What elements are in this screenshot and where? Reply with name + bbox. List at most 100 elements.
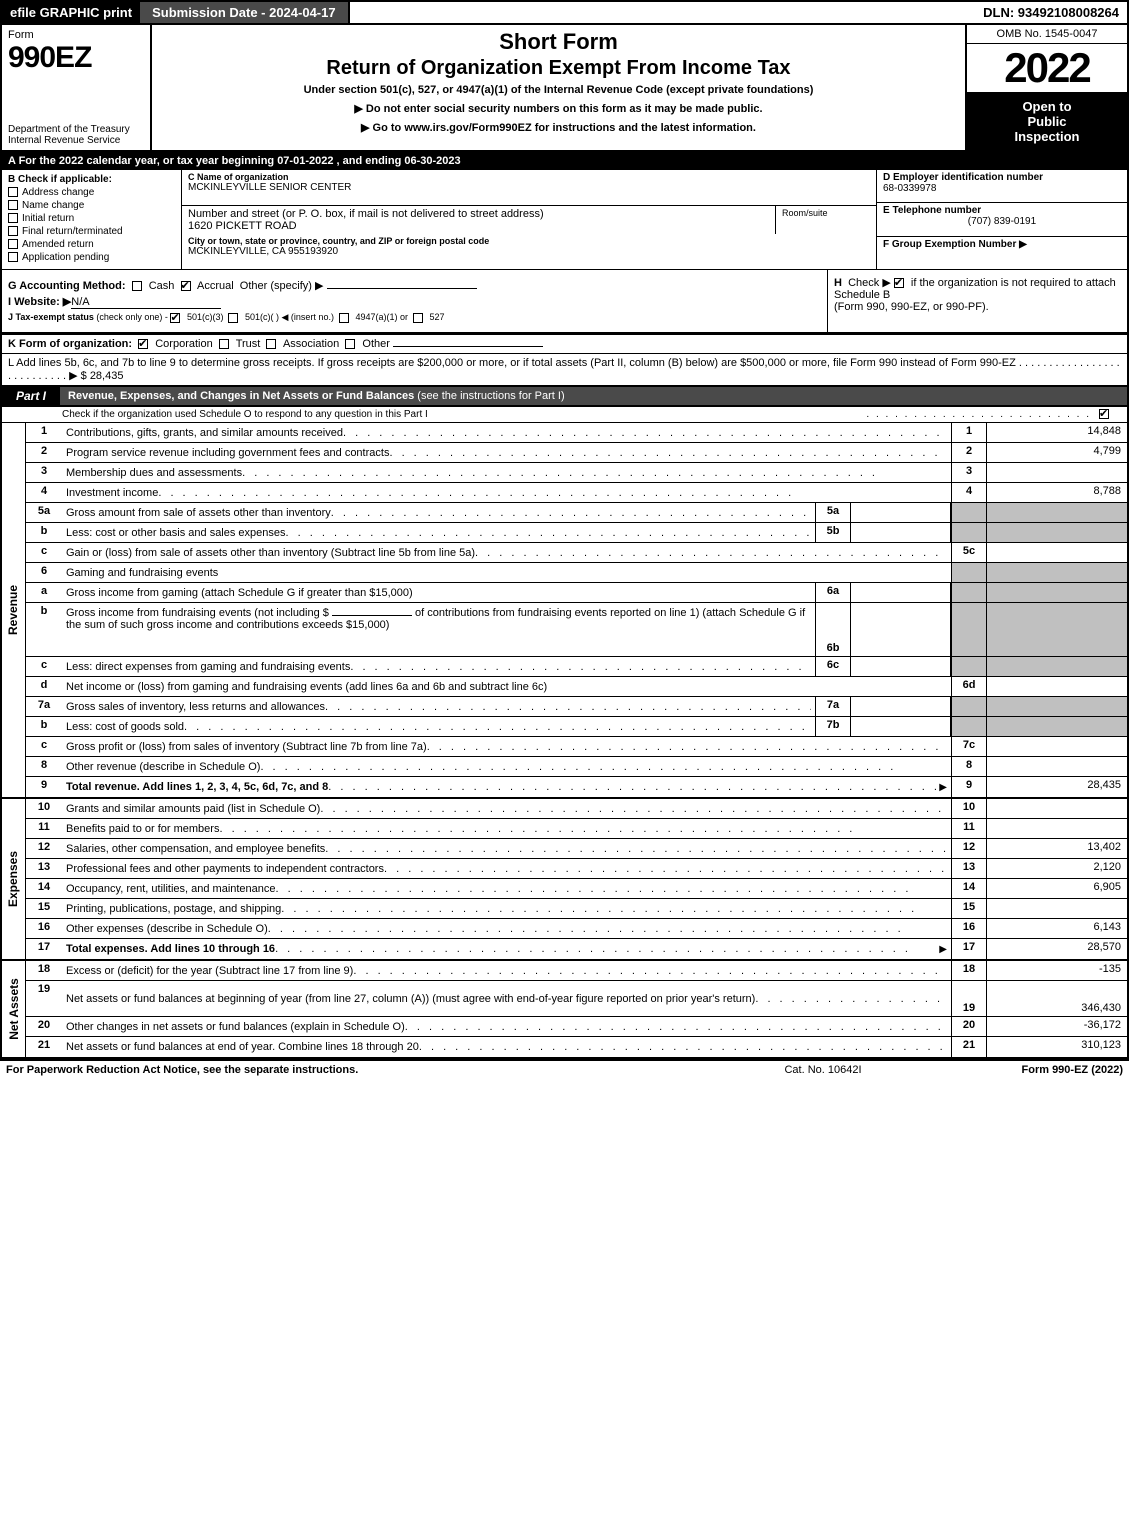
k-other-input[interactable]	[393, 346, 543, 347]
rnum: 4	[951, 483, 987, 502]
rval	[987, 463, 1127, 482]
checkbox-icon[interactable]	[266, 339, 276, 349]
d-row: D Employer identification number 68-0339…	[877, 170, 1127, 203]
i-line: I Website: ▶N/A	[8, 295, 821, 309]
header: Form 990EZ Department of the Treasury In…	[2, 25, 1127, 152]
b-header: B Check if applicable:	[8, 174, 175, 185]
footer-center: Cat. No. 10642I	[723, 1064, 923, 1076]
line-4: 4 Investment income 4 8,788	[26, 483, 1127, 503]
c-city-row: City or town, state or province, country…	[182, 234, 876, 269]
rnum: 21	[951, 1037, 987, 1057]
checkbox-icon	[8, 226, 18, 236]
k-line: K Form of organization: Corporation Trus…	[2, 333, 1127, 354]
rnum: 11	[951, 819, 987, 838]
checkbox-icon[interactable]	[894, 278, 904, 288]
rval: -135	[987, 961, 1127, 980]
footer-right-form: 990-EZ	[1052, 1064, 1088, 1076]
checkbox-icon[interactable]	[339, 313, 349, 323]
rnum: 19	[951, 981, 987, 1016]
rval	[987, 799, 1127, 818]
snum: 7a	[815, 697, 851, 716]
checkbox-icon[interactable]	[132, 281, 142, 291]
line-21: 21 Net assets or fund balances at end of…	[26, 1037, 1127, 1057]
dots	[350, 661, 811, 673]
cb-final-return[interactable]: Final return/terminated	[8, 226, 175, 237]
dots	[419, 1041, 947, 1053]
desc: Gain or (loss) from sale of assets other…	[66, 547, 475, 559]
g-accrual: Accrual	[197, 280, 234, 292]
c-name-value: MCKINLEYVILLE SENIOR CENTER	[188, 182, 870, 193]
line-5a: 5a Gross amount from sale of assets othe…	[26, 503, 1127, 523]
snum: 6c	[815, 657, 851, 676]
rval-shaded	[987, 717, 1127, 736]
sval	[851, 697, 951, 716]
desc: Occupancy, rent, utilities, and maintena…	[66, 883, 276, 895]
checkbox-icon[interactable]	[345, 339, 355, 349]
checkbox-icon	[8, 200, 18, 210]
ln: d	[26, 677, 62, 696]
rval: 28,435	[987, 777, 1127, 797]
netassets-label: Net Assets	[7, 978, 21, 1040]
j-opt3: 4947(a)(1) or	[355, 312, 408, 322]
netassets-sidelabel: Net Assets	[2, 961, 26, 1057]
dots	[275, 943, 939, 955]
cb-initial-return[interactable]: Initial return	[8, 213, 175, 224]
form-word: Form	[8, 29, 144, 41]
line-7c: c Gross profit or (loss) from sales of i…	[26, 737, 1127, 757]
ln: c	[26, 737, 62, 756]
ln: 4	[26, 483, 62, 502]
checkbox-icon[interactable]	[413, 313, 423, 323]
blank-input[interactable]	[332, 615, 412, 616]
section-c: C Name of organization MCKINLEYVILLE SEN…	[182, 170, 877, 269]
desc: Other changes in net assets or fund bala…	[66, 1021, 405, 1033]
desc1: Gross income from fundraising events (no…	[66, 607, 329, 619]
tax-year: 2022	[967, 44, 1127, 93]
footer-right: Form 990-EZ (2022)	[923, 1064, 1123, 1076]
cb-address-change[interactable]: Address change	[8, 187, 175, 198]
checkbox-icon[interactable]	[219, 339, 229, 349]
expenses-sidelabel: Expenses	[2, 799, 26, 959]
rval: 28,570	[987, 939, 1127, 959]
section-a: A For the 2022 calendar year, or tax yea…	[2, 152, 1127, 170]
checkbox-icon[interactable]	[138, 339, 148, 349]
rval-shaded	[987, 503, 1127, 522]
spacer	[350, 2, 976, 23]
goto-link[interactable]: ▶ Go to www.irs.gov/Form990EZ for instru…	[160, 121, 957, 134]
cb-label: Initial return	[22, 213, 74, 224]
desc: Contributions, gifts, grants, and simila…	[66, 427, 343, 439]
desc: Professional fees and other payments to …	[66, 863, 384, 875]
dots	[276, 883, 947, 895]
dots	[286, 527, 811, 539]
checkbox-icon[interactable]	[181, 281, 191, 291]
dots	[475, 547, 947, 559]
expenses-lines: 10 Grants and similar amounts paid (list…	[26, 799, 1127, 959]
line-7b: b Less: cost of goods sold 7b	[26, 717, 1127, 737]
line-6c: c Less: direct expenses from gaming and …	[26, 657, 1127, 677]
cb-amended-return[interactable]: Amended return	[8, 239, 175, 250]
efile-label: efile GRAPHIC print	[2, 2, 140, 23]
desc: Membership dues and assessments	[66, 467, 242, 479]
ln: 9	[26, 777, 62, 797]
c-street-value: 1620 PICKETT ROAD	[188, 220, 769, 232]
line-9: 9 Total revenue. Add lines 1, 2, 3, 4, 5…	[26, 777, 1127, 797]
header-left: Form 990EZ Department of the Treasury In…	[2, 25, 152, 150]
cb-name-change[interactable]: Name change	[8, 200, 175, 211]
cb-label: Final return/terminated	[22, 226, 123, 237]
ln: b	[26, 603, 62, 656]
checkbox-icon[interactable]	[1099, 409, 1109, 419]
checkbox-icon[interactable]	[228, 313, 238, 323]
c-city-value: MCKINLEYVILLE, CA 955193920	[188, 246, 870, 257]
ln: c	[26, 657, 62, 676]
section-b: B Check if applicable: Address change Na…	[2, 170, 182, 269]
l-text: L Add lines 5b, 6c, and 7b to line 9 to …	[8, 357, 1016, 369]
g-other-input[interactable]	[327, 288, 477, 289]
checkbox-icon[interactable]	[170, 313, 180, 323]
rval-shaded	[987, 657, 1127, 676]
ln: b	[26, 523, 62, 542]
cb-application-pending[interactable]: Application pending	[8, 252, 175, 263]
j-note: (check only one) -	[96, 312, 168, 322]
ln: 14	[26, 879, 62, 898]
open-l1: Open to	[971, 99, 1123, 114]
dots	[405, 1021, 947, 1033]
rnum-shaded	[951, 657, 987, 676]
